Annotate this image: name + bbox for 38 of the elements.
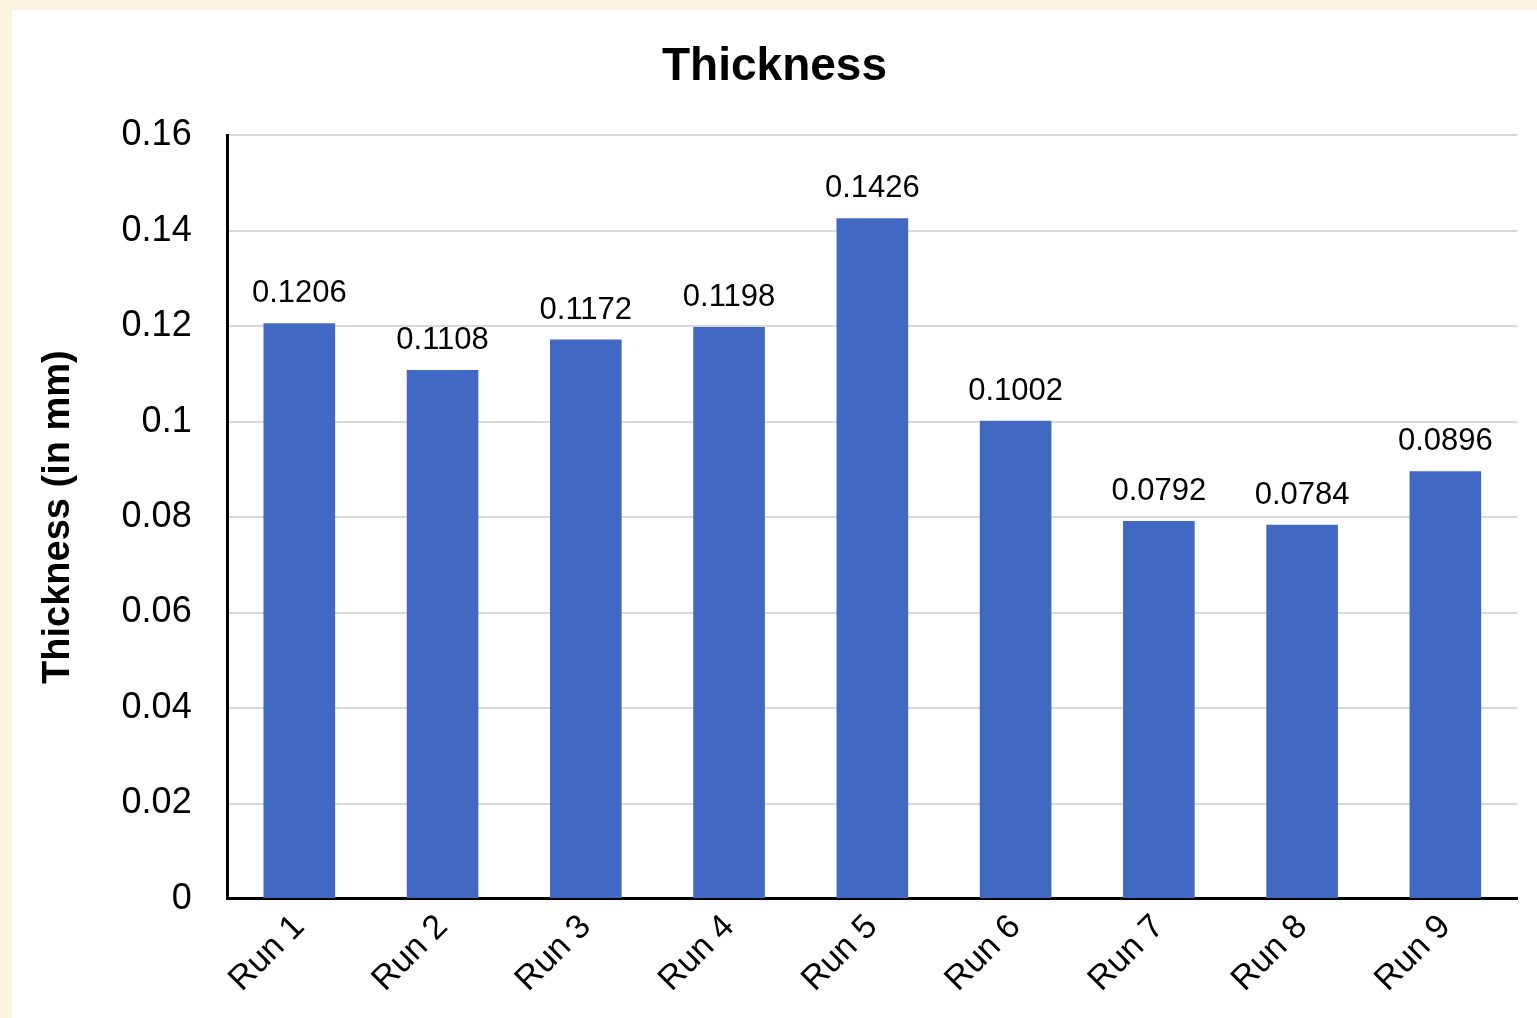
y-axis-title: Thickness (in mm) (35, 350, 78, 684)
bar (1409, 471, 1482, 898)
x-tick-label: Run 4 (649, 906, 741, 998)
bar (836, 218, 909, 898)
x-tick-label: Run 5 (792, 906, 884, 998)
data-label: 0.1198 (682, 278, 776, 314)
x-tick-label: Run 3 (506, 906, 598, 998)
y-tick-label: 0 (171, 875, 192, 917)
y-tick-label: 0.04 (121, 684, 192, 726)
x-tick-label: Run 2 (363, 906, 455, 998)
data-label: 0.1206 (251, 274, 347, 310)
bar (1123, 520, 1195, 898)
y-tick-label: 0.1 (141, 398, 192, 440)
data-label: 0.1108 (396, 321, 489, 357)
bar (406, 370, 479, 898)
data-label: 0.0784 (1254, 475, 1350, 511)
data-label: 0.0792 (1111, 471, 1207, 507)
y-tick-label: 0.16 (121, 112, 192, 154)
bar (550, 339, 622, 898)
x-tick-label: Run 1 (219, 906, 311, 998)
data-label: 0.1002 (968, 371, 1064, 407)
bar (979, 420, 1052, 898)
x-tick-label: Run 7 (1079, 906, 1171, 998)
chart-title: Thickness (662, 38, 887, 91)
data-label: 0.1426 (824, 169, 920, 205)
bar (1266, 524, 1338, 898)
x-tick-label: Run 9 (1365, 906, 1457, 998)
y-tick-label: 0.14 (121, 207, 192, 249)
y-tick-label: 0.12 (121, 303, 192, 345)
y-tick-label: 0.08 (121, 494, 192, 536)
data-label: 0.0896 (1397, 422, 1493, 458)
bar (693, 327, 765, 898)
y-tick-label: 0.02 (121, 780, 192, 822)
y-tick-label: 0.06 (121, 589, 192, 631)
x-tick-label: Run 6 (936, 906, 1028, 998)
x-tick-label: Run 8 (1222, 906, 1314, 998)
bar (263, 323, 336, 898)
data-label: 0.1172 (539, 290, 633, 326)
